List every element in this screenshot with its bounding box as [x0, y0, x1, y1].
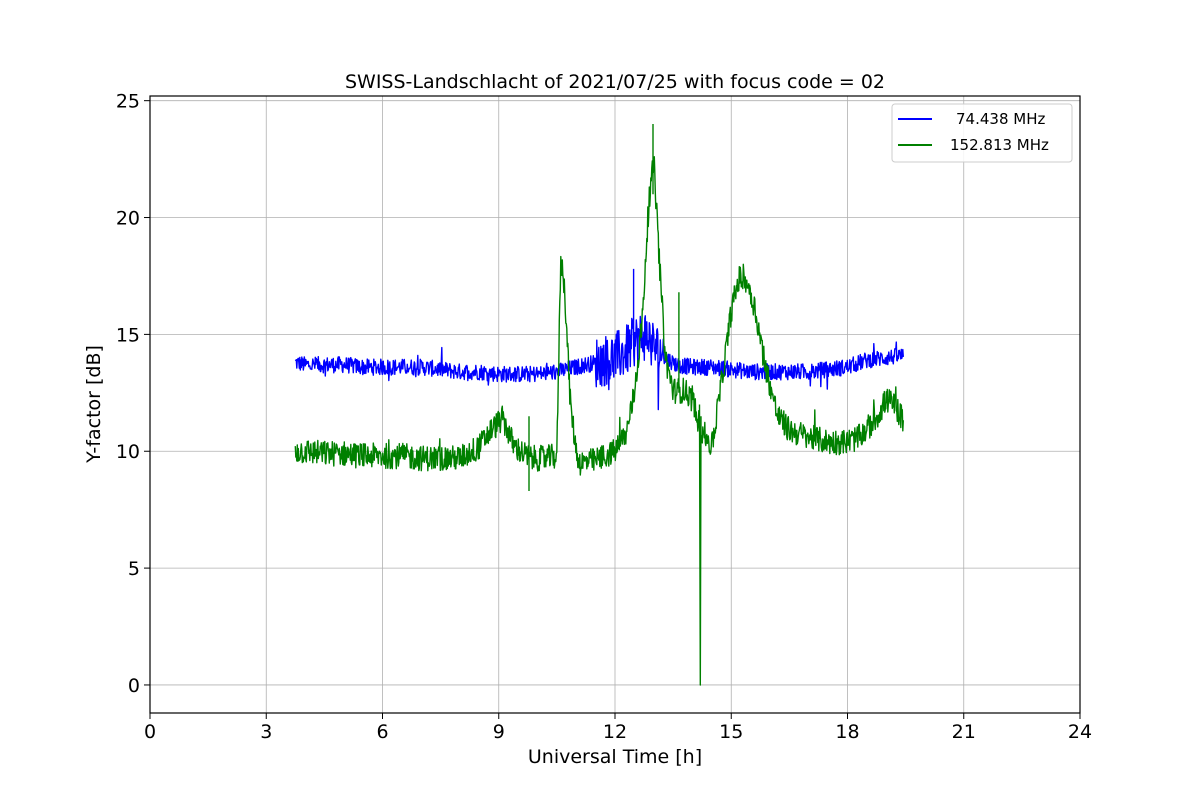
x-tick-label: 9 [493, 721, 505, 743]
x-tick-label: 3 [260, 721, 272, 743]
legend-label-152-mhz: 152.813 MHz [950, 136, 1049, 154]
legend-label-74-mhz: 74.438 MHz [956, 110, 1045, 128]
x-axis-label: Universal Time [h] [528, 746, 702, 768]
y-axis-label: Y-factor [dB] [83, 345, 105, 464]
y-tick-label: 20 [116, 208, 140, 230]
x-tick-label: 24 [1068, 721, 1092, 743]
plot-series [294, 124, 904, 686]
series-line-1 [294, 124, 904, 686]
x-tick-label: 6 [376, 721, 388, 743]
y-tick-label: 25 [116, 91, 140, 113]
y-tick-label: 10 [116, 441, 140, 463]
series-line-0 [294, 268, 904, 411]
chart-title: SWISS-Landschlacht of 2021/07/25 with fo… [345, 71, 885, 93]
x-tick-label: 12 [603, 721, 627, 743]
legend-box [891, 103, 1073, 163]
y-tick-label: 15 [116, 324, 140, 346]
x-tick-label: 0 [144, 721, 156, 743]
x-tick-label: 18 [835, 721, 859, 743]
y-tick-label: 5 [128, 558, 140, 580]
x-tick-label: 21 [952, 721, 976, 743]
legend: 74.438 MHz 152.813 MHz [891, 103, 1073, 163]
x-tick-label: 15 [719, 721, 743, 743]
axis-ticks: 0 3 6 9 12 15 18 21 24 0 5 10 15 20 25 [116, 91, 1092, 743]
y-tick-label: 0 [128, 675, 140, 697]
